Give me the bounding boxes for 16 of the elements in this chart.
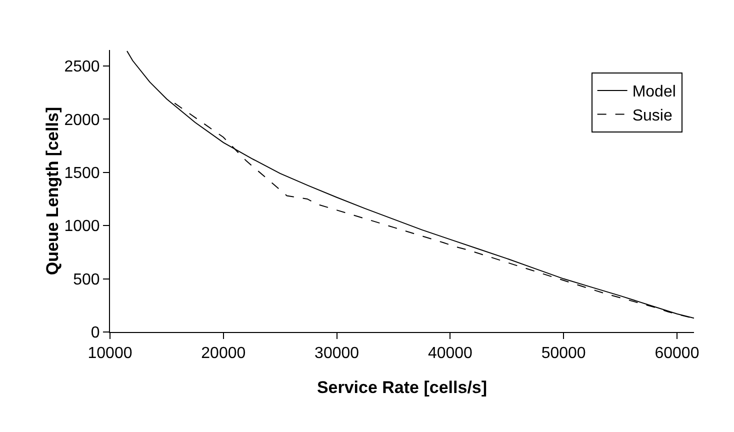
y-tick-label: 0 <box>90 324 100 342</box>
y-tick-label: 2500 <box>64 58 100 76</box>
x-tick-label: 10000 <box>88 345 132 362</box>
legend-label: Susie <box>632 108 672 124</box>
y-tick-label: 1500 <box>64 164 100 182</box>
x-tick-label: 20000 <box>201 345 246 362</box>
y-tick-label: 1000 <box>64 218 100 236</box>
y-axis-title: Queue Length [cells] <box>43 106 62 276</box>
x-tick-label: 40000 <box>428 345 473 362</box>
y-tick-label: 2000 <box>64 112 100 129</box>
x-axis-title: Service Rate [cells/s] <box>316 378 488 397</box>
x-tick-label: 60000 <box>654 345 700 362</box>
x-tick-label: 30000 <box>314 345 360 362</box>
y-tick-label: 500 <box>73 271 100 288</box>
legend-label: Model <box>632 84 676 101</box>
x-tick-label: 50000 <box>541 345 586 362</box>
